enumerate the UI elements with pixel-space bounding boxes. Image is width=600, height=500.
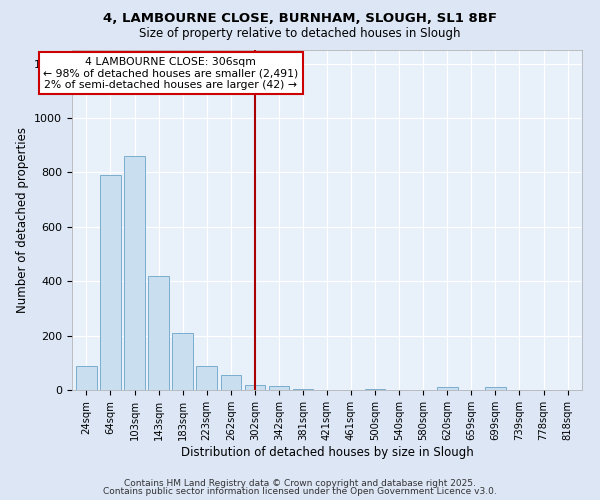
Text: Contains HM Land Registry data © Crown copyright and database right 2025.: Contains HM Land Registry data © Crown c…	[124, 478, 476, 488]
Bar	[76, 366, 97, 390]
Y-axis label: Number of detached properties: Number of detached properties	[16, 127, 29, 313]
Bar	[485, 388, 506, 390]
Bar	[100, 175, 121, 390]
Bar	[365, 388, 385, 390]
Bar	[293, 388, 313, 390]
Bar	[245, 384, 265, 390]
Bar	[172, 333, 193, 390]
X-axis label: Distribution of detached houses by size in Slough: Distribution of detached houses by size …	[181, 446, 473, 458]
Bar	[196, 366, 217, 390]
Text: 4 LAMBOURNE CLOSE: 306sqm
← 98% of detached houses are smaller (2,491)
2% of sem: 4 LAMBOURNE CLOSE: 306sqm ← 98% of detac…	[43, 56, 298, 90]
Bar	[221, 375, 241, 390]
Bar	[269, 386, 289, 390]
Text: Contains public sector information licensed under the Open Government Licence v3: Contains public sector information licen…	[103, 487, 497, 496]
Text: 4, LAMBOURNE CLOSE, BURNHAM, SLOUGH, SL1 8BF: 4, LAMBOURNE CLOSE, BURNHAM, SLOUGH, SL1…	[103, 12, 497, 26]
Text: Size of property relative to detached houses in Slough: Size of property relative to detached ho…	[139, 28, 461, 40]
Bar	[124, 156, 145, 390]
Bar	[437, 388, 458, 390]
Bar	[148, 276, 169, 390]
